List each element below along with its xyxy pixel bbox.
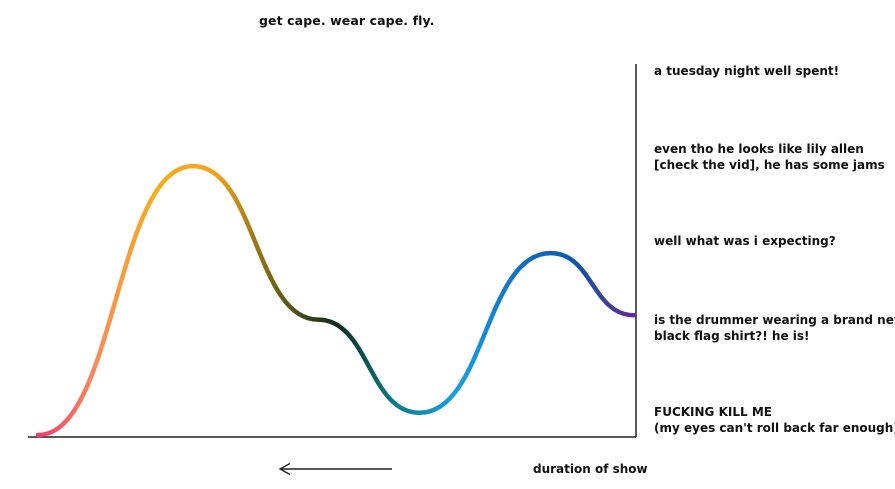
y-tick-label-line: black flag shirt?! he is! [654, 329, 810, 343]
y-tick-label: well what was i expecting? [654, 233, 836, 249]
y-tick-label-line: a tuesday night well spent! [654, 64, 840, 78]
direction-arrow [278, 462, 392, 476]
y-tick-label: even tho he looks like lily allen [check … [654, 141, 885, 173]
y-tick-label-line: well what was i expecting? [654, 234, 836, 248]
chart-title: get cape. wear cape. fly. [259, 13, 435, 28]
y-tick-label: FUCKING KILL ME (my eyes can't roll back … [654, 404, 895, 436]
y-tick-label-line: (my eyes can't roll back far enough) [654, 421, 895, 435]
y-tick-label-line: is the drummer wearing a brand new [654, 313, 895, 327]
y-tick-label-line: even tho he looks like lily allen [654, 142, 864, 156]
x-axis-label: duration of show [533, 462, 648, 476]
y-tick-label-line: [check the vid], he has some jams [654, 158, 885, 172]
y-tick-label: is the drummer wearing a brand new black … [654, 312, 895, 344]
series-line [35, 163, 637, 438]
y-tick-label: a tuesday night well spent! [654, 63, 839, 79]
y-tick-label-line: FUCKING KILL ME [654, 405, 772, 419]
